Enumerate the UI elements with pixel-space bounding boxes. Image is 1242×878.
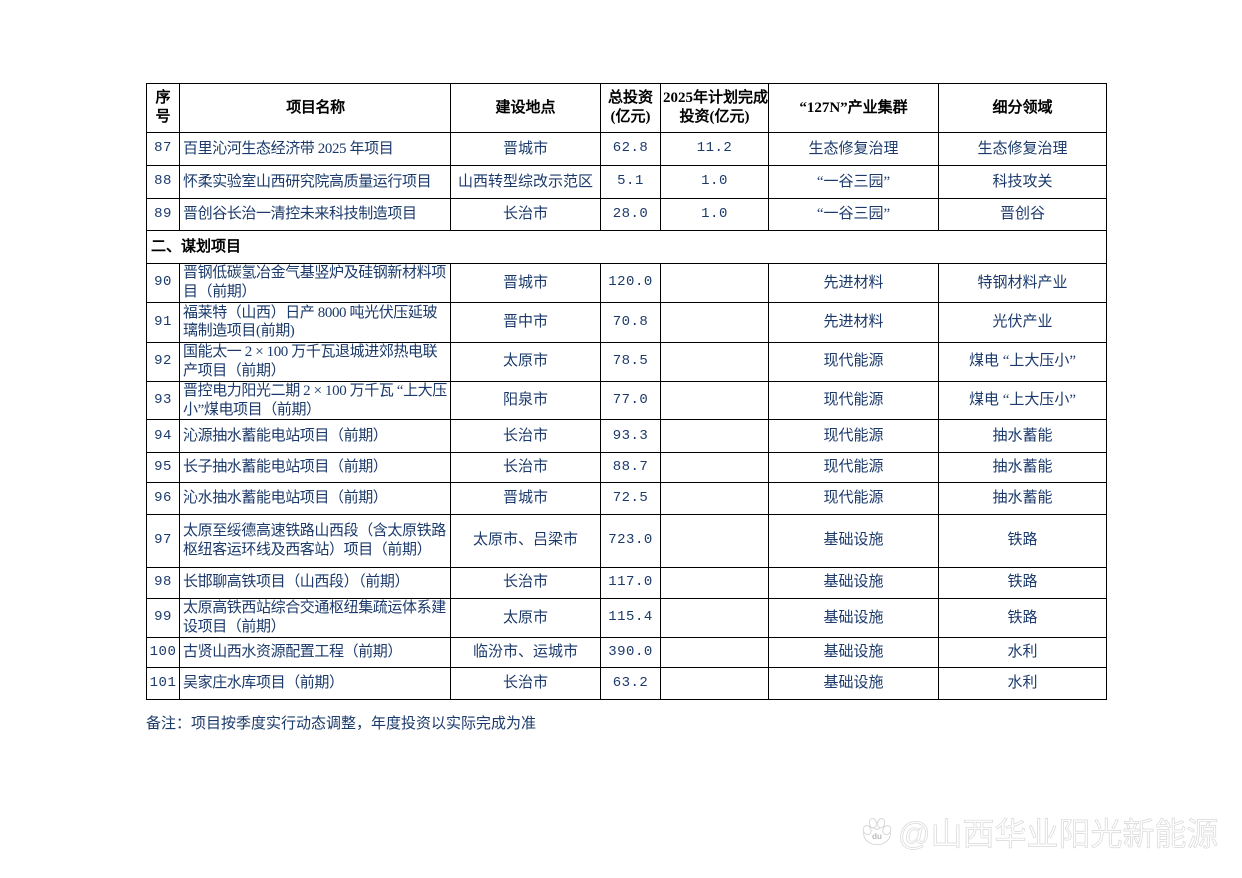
svg-text:du: du: [872, 832, 882, 841]
